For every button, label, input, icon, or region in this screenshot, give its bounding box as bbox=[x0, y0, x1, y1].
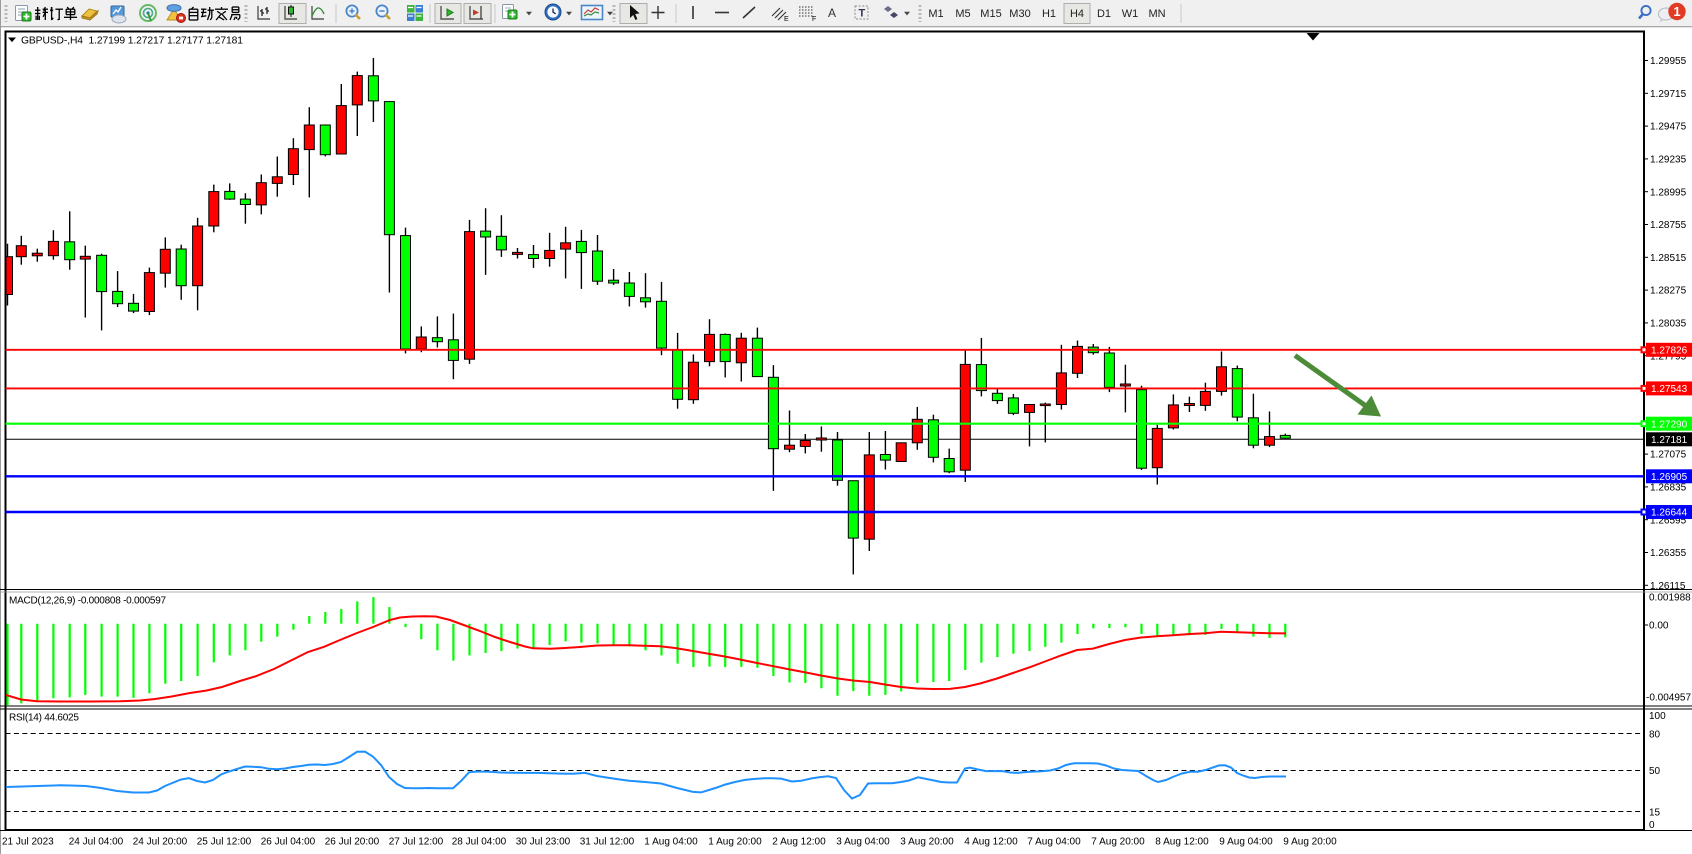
svg-text:30 Jul 23:00: 30 Jul 23:00 bbox=[516, 837, 571, 848]
svg-text:1.27181: 1.27181 bbox=[1651, 435, 1688, 446]
svg-text:1.28515: 1.28515 bbox=[1650, 253, 1687, 264]
svg-text:21 Jul 2023: 21 Jul 2023 bbox=[2, 837, 54, 848]
svg-text:1.26595: 1.26595 bbox=[1650, 515, 1687, 526]
svg-text:RSI(14) 44.6025: RSI(14) 44.6025 bbox=[9, 713, 79, 724]
svg-text:E: E bbox=[784, 16, 789, 23]
svg-text:26 Jul 04:00: 26 Jul 04:00 bbox=[261, 837, 316, 848]
svg-text:W1: W1 bbox=[1122, 8, 1139, 20]
svg-text:3 Aug 20:00: 3 Aug 20:00 bbox=[900, 837, 954, 848]
svg-text:1.28035: 1.28035 bbox=[1650, 319, 1687, 330]
svg-text:D1: D1 bbox=[1097, 8, 1111, 20]
svg-text:1 Aug 20:00: 1 Aug 20:00 bbox=[708, 837, 762, 848]
svg-text:24 Jul 20:00: 24 Jul 20:00 bbox=[133, 837, 188, 848]
svg-text:M1: M1 bbox=[928, 8, 943, 20]
svg-text:1.27075: 1.27075 bbox=[1650, 450, 1687, 461]
svg-text:1.26644: 1.26644 bbox=[1651, 508, 1688, 519]
svg-text:31 Jul 12:00: 31 Jul 12:00 bbox=[580, 837, 635, 848]
svg-text:1.27543: 1.27543 bbox=[1651, 384, 1688, 395]
svg-text:9 Aug 20:00: 9 Aug 20:00 bbox=[1283, 837, 1337, 848]
svg-text:H4: H4 bbox=[1070, 8, 1084, 20]
svg-text:0.001988: 0.001988 bbox=[1649, 593, 1691, 604]
svg-text:8 Aug 12:00: 8 Aug 12:00 bbox=[1155, 837, 1209, 848]
svg-text:80: 80 bbox=[1649, 730, 1661, 741]
svg-text:26 Jul 20:00: 26 Jul 20:00 bbox=[325, 837, 380, 848]
svg-text:MN: MN bbox=[1148, 8, 1165, 20]
svg-text:1.28275: 1.28275 bbox=[1650, 286, 1687, 297]
svg-text:M15: M15 bbox=[980, 8, 1001, 20]
svg-text:1.29715: 1.29715 bbox=[1650, 89, 1687, 100]
svg-text:H1: H1 bbox=[1042, 8, 1056, 20]
svg-text:1.26115: 1.26115 bbox=[1650, 581, 1686, 592]
svg-text:24 Jul 04:00: 24 Jul 04:00 bbox=[69, 837, 124, 848]
svg-text:1.27290: 1.27290 bbox=[1651, 419, 1688, 430]
svg-text:M30: M30 bbox=[1009, 8, 1030, 20]
svg-text:M5: M5 bbox=[955, 8, 970, 20]
svg-text:1.29955: 1.29955 bbox=[1650, 56, 1687, 67]
svg-text:1.29475: 1.29475 bbox=[1650, 122, 1687, 133]
svg-text:2 Aug 12:00: 2 Aug 12:00 bbox=[772, 837, 826, 848]
svg-text:1.29235: 1.29235 bbox=[1650, 155, 1687, 166]
svg-text:7 Aug 20:00: 7 Aug 20:00 bbox=[1091, 837, 1145, 848]
svg-text:-0.004957: -0.004957 bbox=[1646, 693, 1691, 704]
svg-text:50: 50 bbox=[1649, 766, 1661, 777]
svg-text:GBPUSD-,H4 1.27199 1.27217 1.: GBPUSD-,H4 1.27199 1.27217 1.27177 1.271… bbox=[21, 36, 243, 47]
svg-text:1.28755: 1.28755 bbox=[1650, 220, 1687, 231]
svg-text:15: 15 bbox=[1649, 808, 1661, 819]
svg-text:100: 100 bbox=[1649, 711, 1666, 722]
svg-text:7 Aug 04:00: 7 Aug 04:00 bbox=[1027, 837, 1081, 848]
svg-text:MACD(12,26,9) -0.000808 -0.000: MACD(12,26,9) -0.000808 -0.000597 bbox=[9, 596, 167, 607]
svg-text:9 Aug 04:00: 9 Aug 04:00 bbox=[1219, 837, 1273, 848]
svg-text:1.26905: 1.26905 bbox=[1651, 472, 1688, 483]
svg-text:27 Jul 12:00: 27 Jul 12:00 bbox=[389, 837, 444, 848]
svg-text:25 Jul 12:00: 25 Jul 12:00 bbox=[197, 837, 252, 848]
svg-text:3 Aug 04:00: 3 Aug 04:00 bbox=[836, 837, 890, 848]
svg-text:1.27826: 1.27826 bbox=[1651, 345, 1688, 356]
svg-text:1: 1 bbox=[1673, 4, 1680, 19]
svg-text:0: 0 bbox=[1649, 820, 1655, 831]
svg-text:T: T bbox=[859, 8, 866, 20]
svg-text:A: A bbox=[828, 6, 836, 20]
svg-text:28 Jul 04:00: 28 Jul 04:00 bbox=[452, 837, 507, 848]
svg-text:4 Aug 12:00: 4 Aug 12:00 bbox=[964, 837, 1018, 848]
svg-text:1.28995: 1.28995 bbox=[1650, 187, 1687, 198]
svg-text:F: F bbox=[812, 16, 816, 23]
svg-text:0.00: 0.00 bbox=[1649, 621, 1669, 632]
svg-text:1.26835: 1.26835 bbox=[1650, 483, 1687, 494]
svg-text:1 Aug 04:00: 1 Aug 04:00 bbox=[644, 837, 698, 848]
svg-text:1.26355: 1.26355 bbox=[1650, 548, 1687, 559]
